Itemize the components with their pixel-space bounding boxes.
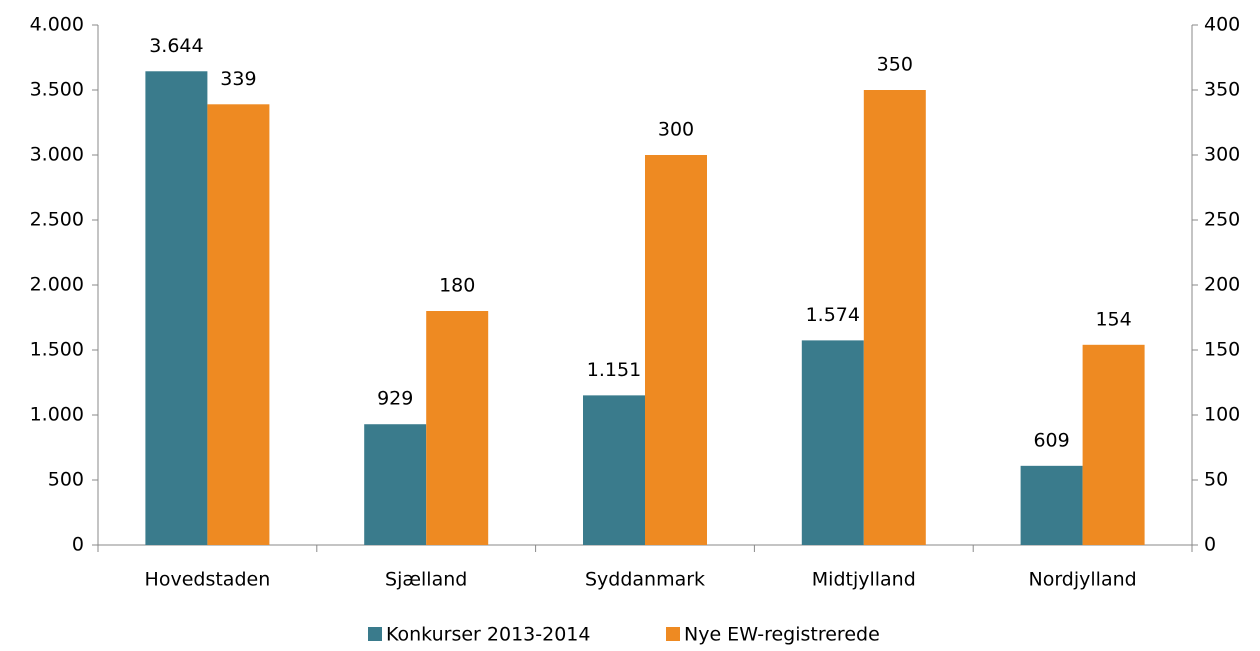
y-tick-label: 1.000 <box>30 404 84 426</box>
y2-tick-label: 400 <box>1204 14 1240 36</box>
bar <box>801 340 864 545</box>
data-label: 1.151 <box>587 359 641 381</box>
y2-tick-label: 0 <box>1204 534 1216 556</box>
data-label: 1.574 <box>806 304 860 326</box>
y-tick-label: 0 <box>72 534 84 556</box>
bar <box>583 395 645 545</box>
y-tick-label: 500 <box>48 469 84 491</box>
y2-tick-label: 100 <box>1204 404 1240 426</box>
y-tick-label: 1.500 <box>30 339 84 361</box>
data-label: 929 <box>377 388 413 410</box>
bar <box>1082 344 1145 545</box>
y-tick-label: 2.000 <box>30 274 84 296</box>
x-tick-label: Syddanmark <box>585 569 705 591</box>
y2-tick-label: 350 <box>1204 79 1240 101</box>
bar <box>364 424 427 545</box>
y2-tick-label: 200 <box>1204 274 1240 296</box>
legend-label: Konkurser 2013-2014 <box>386 624 590 646</box>
legend-label: Nye EW-registrerede <box>684 624 880 646</box>
legend-swatch <box>368 627 382 641</box>
x-tick-label: Hovedstaden <box>145 569 271 591</box>
x-tick-label: Sjælland <box>385 569 467 591</box>
data-label: 609 <box>1033 429 1069 451</box>
data-label: 3.644 <box>149 35 203 57</box>
data-label: 300 <box>658 119 694 141</box>
data-label: 154 <box>1095 308 1131 330</box>
y-tick-label: 3.000 <box>30 144 84 166</box>
bar <box>145 71 208 545</box>
bar <box>426 311 489 545</box>
y2-tick-label: 250 <box>1204 209 1240 231</box>
y-tick-label: 3.500 <box>30 79 84 101</box>
y2-tick-label: 50 <box>1204 469 1228 491</box>
data-label: 350 <box>877 54 913 76</box>
data-label: 180 <box>439 275 475 297</box>
y2-tick-label: 300 <box>1204 144 1240 166</box>
bar <box>863 90 926 545</box>
bar <box>1020 465 1083 545</box>
bar <box>207 104 270 546</box>
legend-swatch <box>666 627 680 641</box>
x-tick-label: Midtjylland <box>812 569 916 591</box>
bar <box>645 155 707 545</box>
y-tick-label: 4.000 <box>30 14 84 36</box>
x-tick-label: Nordjylland <box>1028 569 1136 591</box>
y-tick-label: 2.500 <box>30 209 84 231</box>
y2-tick-label: 150 <box>1204 339 1240 361</box>
data-label: 339 <box>220 68 256 90</box>
